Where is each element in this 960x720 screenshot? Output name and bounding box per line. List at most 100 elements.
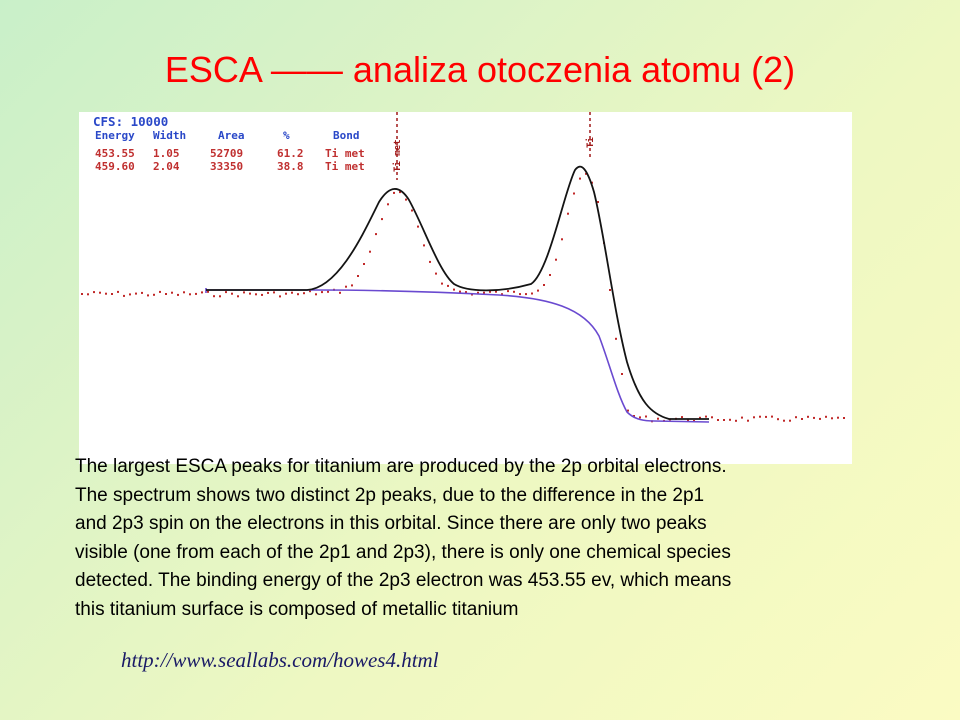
data-point	[423, 244, 425, 247]
data-point	[261, 293, 263, 296]
table-row: 453.55 1.05 52709 61.2 Ti met	[95, 147, 365, 160]
table-header-energy: Energy	[95, 129, 135, 142]
data-point	[573, 192, 575, 195]
data-point	[381, 218, 383, 221]
data-point	[567, 212, 569, 215]
data-point	[249, 292, 251, 295]
data-point	[639, 416, 641, 419]
data-point	[699, 416, 701, 419]
data-point	[363, 263, 365, 265]
data-point	[825, 415, 827, 418]
data-point	[765, 415, 767, 418]
data-point	[93, 291, 95, 294]
data-point	[105, 292, 107, 295]
data-point	[585, 172, 587, 175]
data-point	[843, 417, 845, 419]
data-point	[831, 417, 833, 420]
data-point	[81, 293, 83, 295]
data-point	[657, 417, 659, 420]
body-line: The spectrum shows two distinct 2p peaks…	[75, 484, 705, 506]
data-point	[561, 238, 563, 241]
data-point	[327, 290, 329, 293]
data-point	[597, 201, 599, 203]
table-cell: 453.55	[95, 147, 135, 160]
data-point	[483, 291, 485, 294]
data-point	[291, 291, 293, 294]
data-point	[723, 419, 725, 421]
data-point	[741, 416, 743, 419]
data-point	[393, 191, 395, 194]
table-cell: 33350	[210, 160, 243, 173]
data-point	[147, 294, 149, 297]
data-point	[339, 291, 341, 294]
data-point	[135, 292, 137, 295]
data-point	[501, 293, 503, 296]
data-point	[189, 293, 191, 296]
body-line: and 2p3 spin on the electrons in this or…	[75, 513, 707, 535]
data-point	[387, 203, 389, 206]
data-point	[141, 291, 143, 294]
data-point	[183, 291, 185, 294]
data-point	[153, 293, 155, 296]
data-point	[711, 416, 713, 419]
body-line: visible (one from each of the 2p1 and 2p…	[75, 541, 731, 563]
data-point	[687, 419, 689, 422]
spectrum-image: CFS: 10000 Energy Width Area % Bond 453.…	[79, 112, 852, 464]
data-point	[615, 337, 617, 340]
table-header-bond: Bond	[333, 129, 360, 142]
data-point	[357, 275, 359, 277]
data-point	[621, 373, 623, 375]
data-point	[441, 282, 443, 285]
table-header-area: Area	[218, 129, 245, 142]
data-point	[399, 191, 401, 194]
data-point	[549, 274, 551, 276]
data-point	[507, 290, 509, 293]
data-point	[279, 295, 281, 298]
data-point	[201, 291, 203, 294]
table-cell: 459.60	[95, 160, 135, 173]
data-points	[81, 172, 845, 423]
data-point	[435, 272, 437, 275]
data-point	[453, 288, 455, 291]
data-point	[207, 290, 209, 293]
data-point	[243, 291, 245, 294]
source-link[interactable]: http://www.seallabs.com/howes4.html	[121, 648, 439, 672]
data-point	[795, 416, 797, 419]
data-point	[609, 289, 611, 291]
data-point	[303, 292, 305, 295]
data-point	[405, 198, 407, 201]
body-line: The largest ESCA peaks for titanium are …	[75, 456, 727, 477]
data-point	[735, 419, 737, 422]
data-point	[591, 181, 593, 184]
data-point	[627, 409, 629, 412]
data-point	[645, 415, 647, 418]
data-point	[165, 293, 167, 295]
data-point	[705, 415, 707, 418]
data-point	[543, 284, 545, 286]
data-point	[273, 291, 275, 294]
data-point	[297, 293, 299, 296]
table-cell: 1.05	[153, 147, 180, 160]
table-cell: 2.04	[153, 160, 180, 173]
data-point	[819, 417, 821, 420]
data-point	[285, 292, 287, 295]
body-line: this titanium surface is composed of met…	[75, 598, 519, 620]
data-point	[717, 419, 719, 421]
cfs-label: CFS: 10000	[93, 114, 168, 129]
data-point	[255, 293, 257, 296]
data-point	[519, 293, 521, 296]
slide-title: ESCA —— analiza otoczenia atomu (2)	[164, 49, 796, 90]
table-header-width: Width	[153, 129, 186, 142]
data-point	[417, 225, 419, 228]
body-paragraph: The largest ESCA peaks for titanium are …	[75, 453, 945, 625]
data-point	[213, 295, 215, 298]
data-point	[231, 292, 233, 295]
data-point	[465, 291, 467, 294]
spectrum-svg: CFS: 10000 Energy Width Area % Bond 453.…	[81, 112, 845, 423]
data-point	[513, 290, 515, 293]
data-point	[195, 292, 197, 295]
data-point	[681, 416, 683, 419]
data-point	[111, 293, 113, 295]
data-point	[459, 290, 461, 293]
table-cell: 52709	[210, 147, 243, 160]
